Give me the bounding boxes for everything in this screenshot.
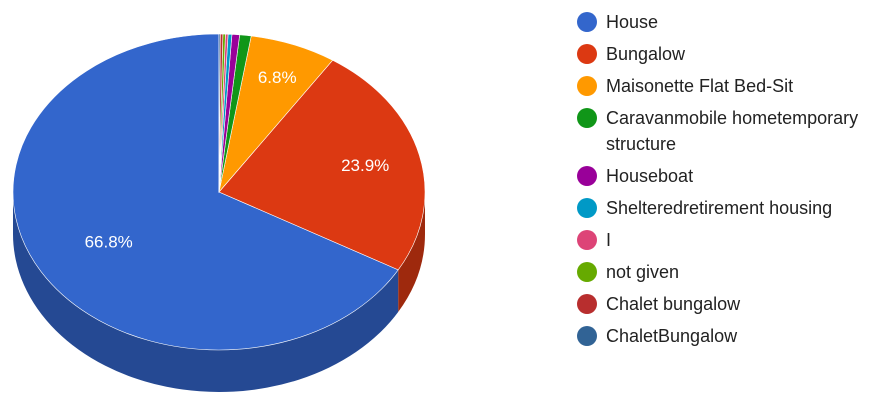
legend-label: Chalet bungalow [606, 294, 741, 314]
legend-item: Caravanmobile hometemporary structure [577, 105, 893, 157]
pie-side-0 [13, 192, 399, 392]
legend-item: Chalet bungalow [577, 291, 893, 317]
legend-swatch [577, 12, 597, 32]
legend-label: Maisonette Flat Bed-Sit [606, 76, 794, 96]
legend-swatch [577, 166, 597, 186]
data-label-2: 6.8% [258, 68, 297, 87]
pie-slice-0 [12, 33, 399, 351]
legend-swatch [577, 44, 597, 64]
legend-swatch [577, 262, 597, 282]
legend-label: not given [606, 262, 680, 282]
pie-slice-1 [218, 59, 426, 271]
pie-labels: 66.8% 23.9% 6.8% [85, 68, 390, 251]
legend-swatch [577, 294, 597, 314]
legend-item: not given [577, 259, 893, 285]
legend: House Bungalow Maisonette Flat Bed-Sit Cara… [577, 9, 893, 355]
data-label-0: 66.8% [85, 232, 133, 251]
legend-item: House [577, 9, 893, 35]
legend-label: Bungalow [606, 44, 686, 64]
pie-slice-9 [218, 33, 221, 193]
legend-label: House [606, 12, 659, 32]
legend-swatch [577, 76, 597, 96]
pie-plot: 66.8% 23.9% 6.8% [12, 33, 426, 392]
legend-label: Caravanmobile hometemporary structure [606, 108, 859, 154]
legend-item: ChaletBungalow [577, 323, 893, 349]
legend-item: Shelteredretirement housing [577, 195, 893, 221]
legend-swatch [577, 230, 597, 250]
pie-depth [13, 192, 425, 392]
legend-label: Houseboat [606, 166, 694, 186]
legend-item: Houseboat [577, 163, 893, 189]
pie-top [12, 33, 426, 351]
legend-label: ChaletBungalow [606, 326, 738, 346]
legend-swatch [577, 108, 597, 128]
legend-item: Bungalow [577, 41, 893, 67]
data-label-1: 23.9% [341, 156, 389, 175]
legend-swatch [577, 198, 597, 218]
legend-swatch [577, 326, 597, 346]
pie-side-1 [398, 192, 425, 312]
legend-item: Maisonette Flat Bed-Sit [577, 73, 893, 99]
legend-label: Shelteredretirement housing [606, 198, 833, 218]
legend-label: I [606, 230, 612, 250]
legend-item: I [577, 227, 893, 253]
